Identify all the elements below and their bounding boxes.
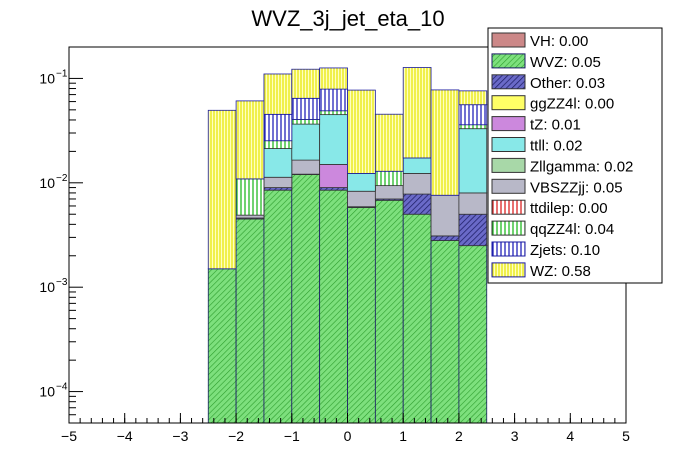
x-tick-label: −5 (61, 428, 77, 444)
bar-vbszzjj-9 (458, 192, 488, 215)
y-tick-exponent: −1 (56, 68, 68, 79)
bar-ttll-9 (458, 128, 488, 194)
legend-swatch-zjets (491, 241, 526, 257)
bar-qqzz4l-6 (374, 170, 404, 187)
bar-wvz-9 (458, 245, 488, 424)
bar-wvz-8 (430, 240, 460, 424)
bar-wvz-4 (319, 189, 348, 424)
bar-zjets-2 (263, 113, 293, 142)
x-tick-label: 4 (566, 428, 574, 444)
chart-title: WVZ_3j_jet_eta_10 (251, 6, 444, 31)
bar-vbszzjj-6 (374, 185, 404, 200)
bar-ttll-5 (347, 173, 376, 192)
bars-layer (207, 67, 488, 424)
bar-other-8 (430, 235, 460, 241)
bar-zjets-3 (291, 97, 321, 120)
y-tick-label: 10 (39, 175, 55, 191)
legend-swatch-ttll (491, 137, 526, 152)
bar-wz-7 (402, 67, 432, 159)
y-tick-exponent: −3 (56, 277, 68, 288)
bar-wvz-0 (207, 268, 237, 424)
bar-vbszzjj-3 (291, 159, 321, 175)
bar-qqzz4l-1 (235, 178, 265, 216)
legend-entry-vbszzjj: VBSZZjj: 0.05 (530, 179, 623, 196)
bar-wz-8 (430, 89, 460, 196)
bar-zjets-4 (319, 88, 348, 112)
bar-ttll-7 (402, 157, 432, 174)
x-tick-label: 1 (399, 428, 407, 444)
bar-wz-2 (263, 73, 293, 115)
legend: VH: 0.00 WVZ: 0.05 Other: 0.03 ggZZ4l: 0.00… (487, 27, 663, 284)
axes-layer: −5 −4 −3 −2 −1 0 1 2 3 4 510−410−310−210−1 (39, 46, 630, 444)
bar-wz-3 (291, 68, 321, 99)
legend-entry-wvz: WVZ: 0.05 (530, 54, 601, 71)
legend-entry-tz: tZ: 0.01 (530, 117, 581, 134)
y-tick-label: 10 (39, 70, 55, 86)
bar-wz-1 (235, 100, 265, 180)
legend-entry-zjets: Zjets: 0.10 (530, 242, 600, 259)
legend-swatch-vbszzjj (491, 178, 526, 194)
bar-ttll-2 (263, 148, 293, 178)
legend-entry-ttdilep: ttdilep: 0.00 (530, 200, 608, 217)
bar-wvz-7 (402, 213, 432, 424)
legend-entry-ggzz4l: ggZZ4l: 0.00 (530, 96, 614, 113)
legend-swatch-wvz (491, 53, 526, 69)
legend-swatch-wz (491, 262, 526, 278)
legend-swatch-ttdilep (491, 199, 526, 215)
legend-box (487, 27, 663, 284)
bar-ttll-4 (319, 114, 348, 165)
x-tick-label: 0 (344, 428, 352, 444)
legend-swatch-ggzz4l (491, 95, 526, 111)
bar-vbszzjj-5 (347, 190, 376, 208)
y-tick-label: 10 (39, 279, 55, 295)
legend-swatch-zllgamma (491, 157, 526, 173)
bar-ttll-3 (291, 123, 321, 161)
bar-wz-4 (319, 67, 348, 90)
y-tick-label: 10 (39, 384, 55, 400)
bar-wz-9 (458, 90, 488, 106)
y-tick-exponent: −4 (56, 382, 68, 393)
legend-entry-ttll: ttll: 0.02 (530, 138, 583, 155)
legend-entry-wz: WZ: 0.58 (530, 263, 591, 280)
x-tick-label: 3 (511, 428, 519, 444)
bar-qqzz4l-4 (319, 110, 348, 116)
legend-entry-vh: VH: 0.00 (530, 33, 588, 50)
x-tick-label: −1 (284, 428, 300, 444)
x-tick-label: −4 (117, 428, 133, 444)
legend-swatch-other (491, 74, 526, 90)
bar-qqzz4l-3 (291, 118, 321, 125)
bar-wz-5 (347, 89, 376, 174)
bar-qqzz4l-9 (458, 124, 488, 130)
bar-wvz-2 (263, 189, 293, 424)
legend-swatch-tz (491, 116, 526, 132)
bar-other-7 (402, 193, 432, 215)
bar-vbszzjj-1 (235, 214, 265, 219)
legend-entry-qqzz4l: qqZZ4l: 0.04 (530, 221, 614, 238)
legend-swatch-qqzz4l (491, 220, 526, 236)
x-tick-label: −2 (228, 428, 244, 444)
legend-swatch-vh (491, 32, 526, 48)
bar-other-9 (458, 213, 488, 247)
legend-entry-zllgamma: Zllgamma: 0.02 (530, 158, 633, 175)
bar-tz-4 (319, 164, 348, 188)
x-tick-label: −3 (172, 428, 188, 444)
bar-vbszzjj-8 (430, 194, 460, 237)
bar-wvz-5 (347, 207, 376, 424)
bar-qqzz4l-2 (263, 140, 293, 149)
legend-entry-other: Other: 0.03 (530, 75, 605, 92)
bar-vbszzjj-2 (263, 176, 293, 188)
x-tick-label: 5 (622, 428, 630, 444)
x-tick-label: 2 (455, 428, 463, 444)
bar-wvz-6 (374, 199, 404, 424)
bar-vbszzjj-7 (402, 173, 432, 195)
bar-wvz-3 (291, 174, 321, 424)
bar-wz-0 (207, 109, 237, 270)
y-tick-exponent: −2 (56, 173, 68, 184)
bar-wz-6 (374, 113, 404, 172)
bar-wvz-1 (235, 218, 265, 424)
bar-zjets-9 (458, 104, 488, 126)
